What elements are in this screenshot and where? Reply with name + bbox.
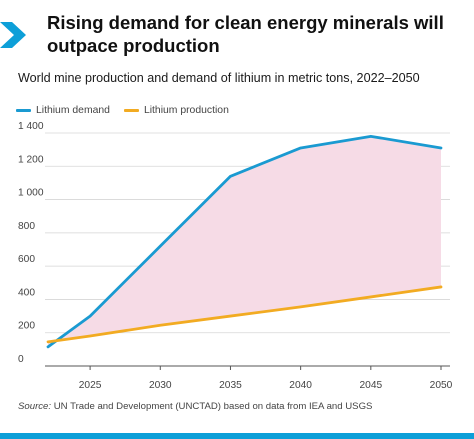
y-tick-label: 1 000 [18, 188, 44, 199]
x-tick-label: 2040 [289, 380, 312, 391]
source-text: UN Trade and Development (UNCTAD) based … [53, 401, 373, 412]
area-layer [48, 136, 441, 347]
x-tick-label: 2025 [79, 380, 102, 391]
source-label: Source: [18, 401, 52, 412]
y-tick-label: 1 200 [18, 154, 44, 165]
chevron-right-icon [0, 22, 26, 48]
x-tick-label: 2050 [430, 380, 453, 391]
legend-label-production: Lithium production [143, 104, 229, 116]
y-tick-label: 600 [18, 254, 35, 265]
series-layer [46, 134, 443, 349]
tick-layer: 0 200 400 600 800 1 000 1 200 1 400 2025 2030 2035… [18, 121, 453, 391]
legend-item-production: Lithium production [123, 104, 229, 116]
y-tick-label: 1 400 [18, 121, 44, 132]
x-tick-label: 2030 [149, 380, 172, 391]
y-tick-label: 400 [18, 287, 35, 298]
lithium-demand-line [46, 134, 443, 349]
legend-item-demand: Lithium demand [16, 105, 110, 116]
y-tick-label: 200 [18, 321, 35, 332]
source-note: Source: UN Trade and Development (UNCTAD… [18, 401, 458, 412]
demand-production-gap-area [48, 136, 441, 347]
y-tick-label: 800 [18, 221, 35, 232]
legend-label-demand: Lithium demand [36, 104, 110, 116]
chart-headline: Rising demand for clean energy minerals … [47, 12, 444, 56]
y-tick-label: 0 [18, 354, 24, 365]
lithium-production-line [46, 285, 443, 344]
x-tick-label: 2045 [359, 380, 382, 391]
x-tick-label: 2035 [219, 380, 242, 391]
legend-swatch-demand [16, 108, 31, 112]
chart-legend: Lithium demand Lithium production [16, 103, 243, 117]
legend-swatch-production [123, 108, 139, 112]
chart-subtitle: World mine production and demand of lith… [18, 71, 420, 85]
brand-bar [0, 433, 474, 439]
